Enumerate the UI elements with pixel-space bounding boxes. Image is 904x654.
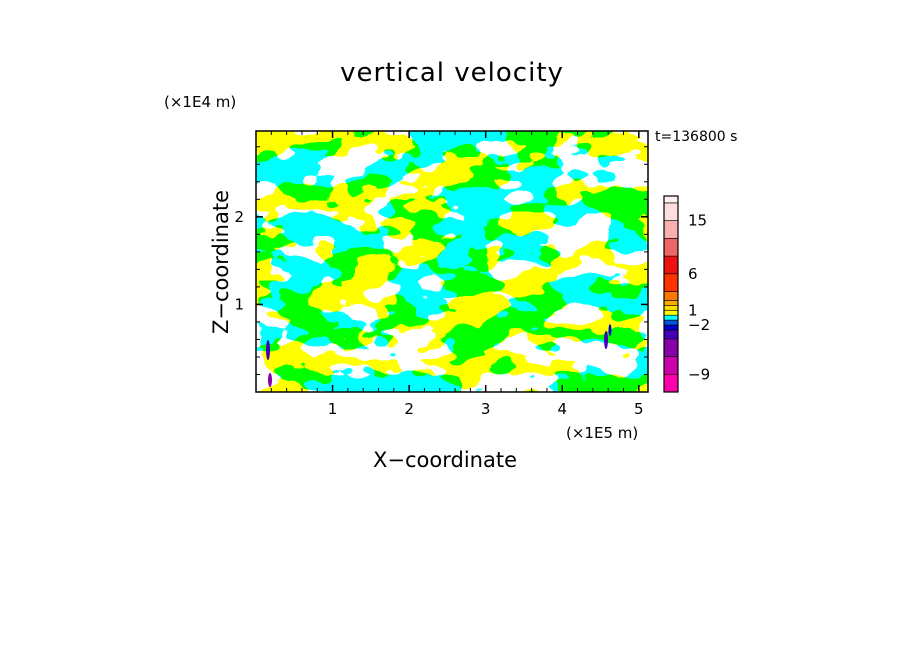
colorbar: 15 6 1−2 −9 <box>663 195 710 393</box>
colorbar-segment <box>663 195 679 204</box>
colorbar-label: −2 <box>688 316 710 334</box>
colorbar-segment <box>663 314 679 321</box>
colorbar-segment <box>663 309 679 316</box>
updraft-cores-right <box>604 324 612 349</box>
colorbar-segment <box>663 255 679 275</box>
chart-title: vertical velocity <box>340 58 564 88</box>
time-label: t=136800 s <box>655 129 738 145</box>
y-tick-label: 2 <box>234 208 244 226</box>
colorbar-label: −9 <box>688 365 710 383</box>
colorbar-label: 6 <box>688 265 698 283</box>
x-tick-label: 2 <box>404 400 414 418</box>
colorbar-segment <box>663 202 679 221</box>
colorbar-segment <box>663 291 679 301</box>
plot-frame <box>255 130 649 393</box>
colorbar-segment <box>663 329 679 340</box>
updraft-cores-left <box>266 340 272 387</box>
y-axis-multiplier: (×1E4 m) <box>164 93 237 111</box>
colorbar-segment <box>663 319 679 326</box>
colorbar-segment <box>663 324 679 331</box>
colorbar-segment <box>663 273 679 292</box>
colorbar-segment <box>663 338 679 357</box>
x-tick-label: 4 <box>557 400 567 418</box>
x-axis-ticks: 1 2 3 4 5 <box>270 131 644 418</box>
y-axis-ticks: 12 <box>234 146 648 375</box>
colorbar-label: 15 <box>688 212 707 230</box>
colorbar-segment <box>663 300 679 306</box>
x-tick-label: 3 <box>481 400 491 418</box>
colorbar-segment <box>663 220 679 239</box>
colorbar-label: 1 <box>688 301 698 319</box>
x-tick-label: 5 <box>634 400 644 418</box>
x-axis-multiplier: (×1E5 m) <box>566 424 639 442</box>
colorbar-segment <box>663 373 679 393</box>
y-tick-label: 1 <box>234 295 244 313</box>
velocity-field <box>256 131 648 392</box>
colorbar-frame <box>663 195 679 393</box>
x-axis-label: X−coordinate <box>373 448 517 472</box>
colorbar-segment <box>663 238 679 257</box>
colorbar-segment <box>663 305 679 311</box>
colorbar-segment <box>663 356 679 375</box>
x-tick-label: 1 <box>328 400 338 418</box>
